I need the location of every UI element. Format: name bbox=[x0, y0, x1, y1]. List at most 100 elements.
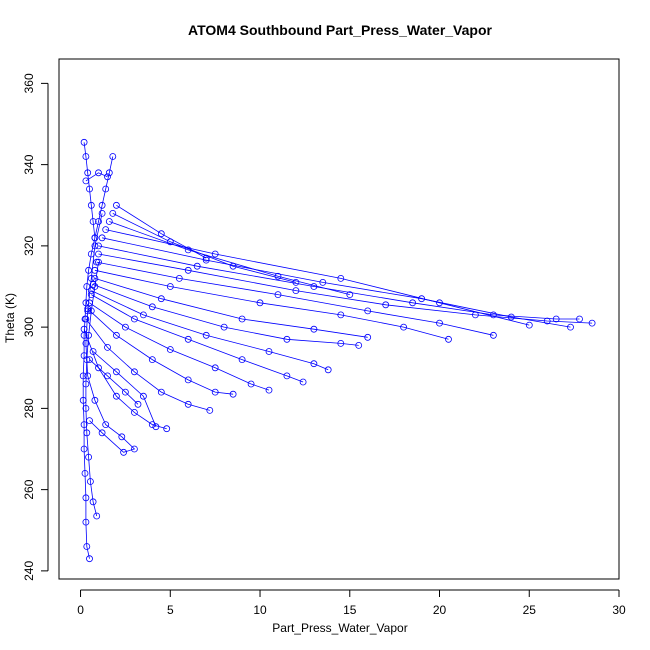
data-point bbox=[310, 360, 318, 368]
series-line bbox=[85, 318, 210, 411]
x-axis-label: Part_Press_Water_Vapor bbox=[272, 621, 407, 635]
series-4 bbox=[80, 325, 171, 433]
data-point bbox=[105, 218, 113, 225]
data-point bbox=[148, 356, 156, 364]
series-line bbox=[94, 278, 368, 338]
data-point bbox=[134, 400, 142, 408]
series-9 bbox=[87, 287, 332, 374]
chart-title: ATOM4 Southbound Part_Press_Water_Vapor bbox=[188, 22, 492, 38]
data-point bbox=[82, 177, 90, 185]
data-point bbox=[211, 388, 219, 396]
data-point bbox=[206, 406, 214, 414]
data-point bbox=[184, 266, 192, 274]
data-point bbox=[576, 315, 583, 323]
data-point bbox=[82, 404, 90, 412]
data-point bbox=[319, 278, 327, 286]
data-point bbox=[588, 319, 596, 327]
data-point bbox=[113, 368, 120, 376]
series-line bbox=[82, 156, 114, 559]
data-point bbox=[85, 453, 92, 461]
data-point bbox=[82, 339, 90, 347]
data-point bbox=[525, 321, 533, 329]
series-line bbox=[85, 262, 99, 517]
data-point bbox=[489, 331, 497, 339]
series-12 bbox=[91, 266, 452, 343]
data-point bbox=[104, 173, 111, 181]
data-point bbox=[130, 315, 138, 323]
data-point bbox=[152, 423, 160, 431]
data-point bbox=[86, 356, 93, 364]
data-point bbox=[80, 445, 88, 453]
data-point bbox=[400, 323, 408, 331]
y-tick-label: 240 bbox=[22, 561, 36, 581]
data-point bbox=[175, 274, 183, 282]
data-point bbox=[184, 400, 192, 408]
data-point bbox=[346, 291, 354, 299]
data-point bbox=[87, 291, 95, 299]
data-point bbox=[436, 299, 443, 307]
series-line bbox=[102, 237, 571, 328]
x-tick-label: 30 bbox=[612, 603, 626, 617]
data-point bbox=[87, 478, 94, 485]
series-23 bbox=[86, 356, 142, 408]
data-point bbox=[89, 281, 97, 288]
y-tick-label: 320 bbox=[22, 236, 36, 256]
data-point bbox=[265, 348, 273, 355]
data-point bbox=[122, 388, 129, 396]
data-point bbox=[157, 388, 165, 396]
x-tick-label: 15 bbox=[343, 603, 357, 617]
data-point bbox=[139, 392, 147, 400]
data-point bbox=[193, 262, 201, 270]
data-point bbox=[337, 339, 345, 347]
data-point bbox=[118, 433, 126, 441]
data-point bbox=[166, 283, 174, 290]
series-22 bbox=[82, 169, 111, 185]
series-1 bbox=[79, 153, 117, 563]
data-point bbox=[157, 230, 165, 238]
data-point bbox=[202, 331, 210, 339]
series-line bbox=[85, 213, 136, 453]
data-point bbox=[337, 274, 345, 282]
data-point bbox=[220, 323, 228, 331]
series-17 bbox=[102, 226, 533, 329]
data-point bbox=[256, 299, 264, 307]
series-layer bbox=[79, 138, 596, 563]
data-point bbox=[80, 325, 88, 333]
x-axis: 0 5 10 15 20 25 30 bbox=[77, 589, 626, 617]
data-point bbox=[82, 315, 90, 323]
y-axis-label: Theta (K) bbox=[3, 293, 17, 343]
data-point bbox=[93, 512, 101, 520]
data-point bbox=[229, 262, 237, 270]
data-point bbox=[82, 518, 90, 526]
data-point bbox=[265, 386, 273, 394]
data-point bbox=[567, 323, 574, 331]
data-point bbox=[337, 311, 345, 319]
series-20 bbox=[113, 201, 210, 262]
data-point bbox=[83, 543, 91, 550]
data-point bbox=[82, 153, 90, 160]
data-point bbox=[283, 335, 291, 343]
series-line bbox=[98, 245, 580, 320]
data-point bbox=[80, 421, 88, 429]
data-point bbox=[102, 421, 110, 429]
y-tick-label: 360 bbox=[22, 73, 36, 93]
series-line bbox=[89, 359, 139, 405]
data-point bbox=[202, 254, 210, 262]
data-point bbox=[98, 201, 106, 209]
series-16 bbox=[98, 234, 574, 331]
data-point bbox=[84, 372, 92, 380]
data-point bbox=[489, 311, 497, 319]
data-point bbox=[86, 417, 93, 425]
data-point bbox=[81, 469, 89, 477]
data-point bbox=[202, 256, 210, 264]
data-point bbox=[105, 169, 113, 177]
y-tick-label: 340 bbox=[22, 154, 36, 174]
data-point bbox=[91, 266, 99, 274]
data-point bbox=[157, 295, 165, 303]
data-point bbox=[211, 364, 219, 372]
data-point bbox=[247, 380, 255, 388]
series-line bbox=[112, 213, 296, 283]
data-point bbox=[87, 307, 95, 315]
y-axis: 240 260 280 300 320 340 360 bbox=[22, 73, 49, 581]
series-line bbox=[116, 204, 207, 259]
